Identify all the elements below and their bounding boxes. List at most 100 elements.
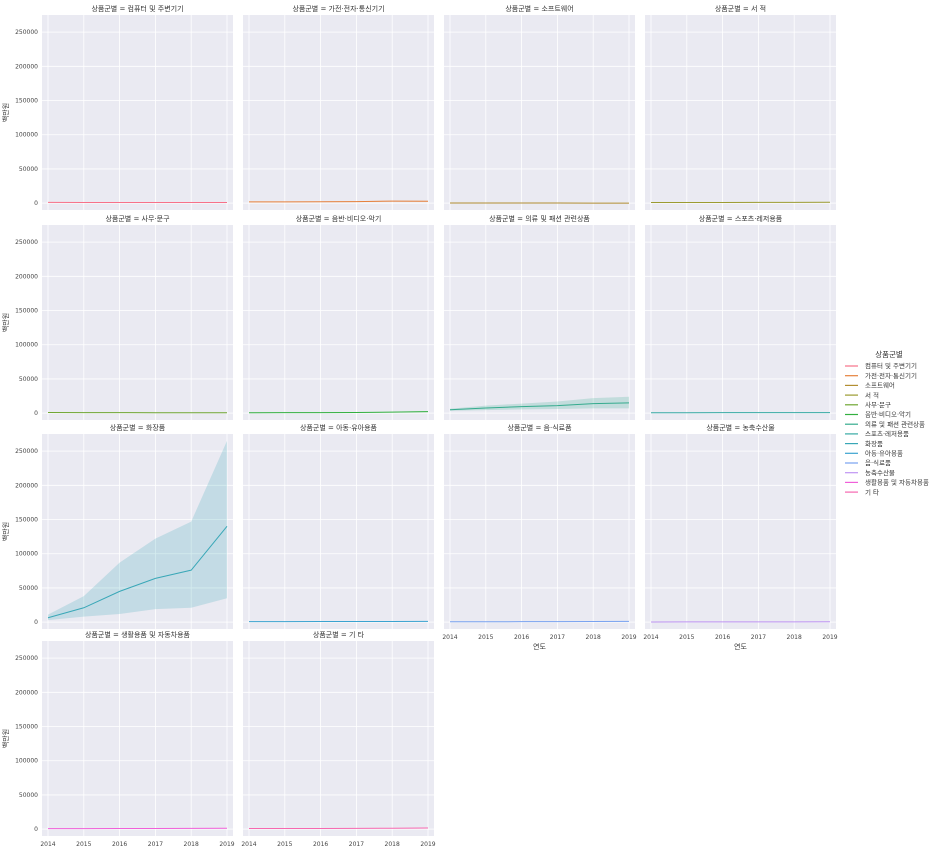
x-tick-label: 2017 <box>349 841 364 846</box>
panel-title: 상품군별 = 음·식료품 <box>507 423 572 432</box>
facet-variable: 상품군별 <box>91 4 117 13</box>
y-tick-label: 50000 <box>19 166 38 173</box>
facet-variable: 상품군별 <box>489 214 515 223</box>
panel-background <box>444 225 635 420</box>
x-tick-label: 2018 <box>586 634 601 641</box>
facet-separator: = <box>339 631 349 639</box>
facet-panel: 상품군별 = 의류 및 패션 관련상품 <box>444 214 635 420</box>
facet-panel: 상품군별 = 음반·비디오·악기 <box>243 214 434 420</box>
y-tick-label: 250000 <box>15 239 38 246</box>
y-tick-label: 200000 <box>15 689 38 696</box>
facet-separator: = <box>136 424 146 432</box>
x-tick-label: 2019 <box>822 634 837 641</box>
legend-item: 의류 및 패션 관련상품 <box>845 419 925 428</box>
panel-background <box>444 434 635 629</box>
facet-category: 음·식료품 <box>544 423 573 432</box>
legend-title: 상품군별 <box>875 349 903 359</box>
facet-separator: = <box>515 215 525 223</box>
panel-title: 상품군별 = 아동·유아용품 <box>300 423 378 432</box>
legend-item: 기 타 <box>845 487 879 496</box>
legend-label: 화장품 <box>865 439 883 448</box>
x-tick-label: 2019 <box>219 841 234 846</box>
legend-label: 음반·비디오·악기 <box>865 410 911 419</box>
facet-variable: 상품군별 <box>85 630 111 639</box>
panel-title: 상품군별 = 가전·전자·통신기기 <box>292 4 384 13</box>
panel-background <box>645 434 836 629</box>
facet-panel: 상품군별 = 스포츠·레저용품 <box>645 214 836 420</box>
panel-background <box>444 15 635 210</box>
panel-background <box>42 434 233 629</box>
y-tick-label: 0 <box>34 619 38 626</box>
facet-category: 가전·전자·통신기기 <box>329 4 385 13</box>
facet-category: 사무·문구 <box>142 214 171 223</box>
y-axis-label: 백만원 <box>1 729 10 748</box>
facet-category: 화장품 <box>146 423 166 432</box>
x-tick-label: 2015 <box>478 634 493 641</box>
facet-variable: 상품군별 <box>105 214 131 223</box>
facet-panel: 상품군별 = 기 타201420152016201720182019연도 <box>241 630 435 846</box>
x-tick-label: 2019 <box>621 634 636 641</box>
x-tick-label: 2018 <box>787 634 802 641</box>
legend-item: 사무·문구 <box>845 400 891 409</box>
panel-title: 상품군별 = 컴퓨터 및 주변기기 <box>91 4 183 13</box>
panel-title: 상품군별 = 사무·문구 <box>105 214 170 223</box>
facet-variable: 상품군별 <box>505 4 531 13</box>
panel-background <box>243 434 434 629</box>
y-tick-label: 150000 <box>15 308 38 315</box>
x-tick-label: 2014 <box>40 841 55 846</box>
series-line <box>47 526 228 619</box>
y-tick-label: 0 <box>34 410 38 417</box>
legend-item: 농축수산물 <box>845 468 895 477</box>
facet-category: 스포츠·레저용품 <box>735 214 783 223</box>
legend-label: 음·식료품 <box>865 458 891 467</box>
x-tick-label: 2016 <box>514 634 529 641</box>
x-tick-label: 2017 <box>751 634 766 641</box>
y-tick-label: 200000 <box>15 482 38 489</box>
y-tick-label: 150000 <box>15 98 38 105</box>
y-tick-label: 250000 <box>15 655 38 662</box>
facet-separator: = <box>318 5 328 13</box>
facet-variable: 상품군별 <box>296 214 322 223</box>
panel-background <box>42 15 233 210</box>
y-axis-label: 백만원 <box>1 522 10 541</box>
x-tick-label: 2019 <box>420 841 435 846</box>
facet-panel: 상품군별 = 컴퓨터 및 주변기기 0 50000 100000 150000 20000… <box>1 4 233 210</box>
panel-background <box>243 641 434 836</box>
facet-category: 서 적 <box>751 4 766 13</box>
x-tick-label: 2017 <box>148 841 163 846</box>
facet-separator: = <box>321 215 331 223</box>
panel-title: 상품군별 = 기 타 <box>313 630 365 639</box>
facet-variable: 상품군별 <box>715 4 741 13</box>
y-tick-label: 100000 <box>15 758 38 765</box>
y-tick-label: 150000 <box>15 724 38 731</box>
facet-variable: 상품군별 <box>313 630 339 639</box>
legend-label: 의류 및 패션 관련상품 <box>865 419 925 428</box>
x-tick-label: 2018 <box>385 841 400 846</box>
facet-category: 기 타 <box>349 630 365 639</box>
legend-label: 서 적 <box>865 390 879 399</box>
facet-variable: 상품군별 <box>292 4 318 13</box>
panel-title: 상품군별 = 생활용품 및 자동차용품 <box>85 630 191 639</box>
facet-category: 아동·유아용품 <box>336 423 377 432</box>
facet-separator: = <box>725 215 735 223</box>
legend-item: 생활용품 및 자동차용품 <box>845 478 929 487</box>
y-tick-label: 0 <box>34 826 38 833</box>
y-tick-label: 200000 <box>15 273 38 280</box>
facet-panel: 상품군별 = 서 적 <box>645 4 836 210</box>
panel-title: 상품군별 = 음반·비디오·악기 <box>296 214 382 223</box>
legend-label: 소프트웨어 <box>865 381 895 390</box>
panel-title: 상품군별 = 서 적 <box>715 4 766 13</box>
series-line <box>449 402 630 411</box>
panel-background <box>42 225 233 420</box>
facet-variable: 상품군별 <box>300 423 326 432</box>
facet-panel: 상품군별 = 화장품 0 50000 100000 150000 200000 250000… <box>1 423 233 629</box>
x-tick-label: 2016 <box>715 634 730 641</box>
y-tick-label: 50000 <box>19 376 38 383</box>
facet-panels: 상품군별 = 컴퓨터 및 주변기기 0 50000 100000 150000 20000… <box>1 4 838 846</box>
legend-label: 스포츠·레저용품 <box>865 429 909 438</box>
facet-panel: 상품군별 = 가전·전자·통신기기 <box>243 4 434 210</box>
x-tick-label: 2014 <box>643 634 658 641</box>
facet-category: 소프트웨어 <box>541 4 573 13</box>
legend-label: 가전·전자·통신기기 <box>865 371 917 380</box>
